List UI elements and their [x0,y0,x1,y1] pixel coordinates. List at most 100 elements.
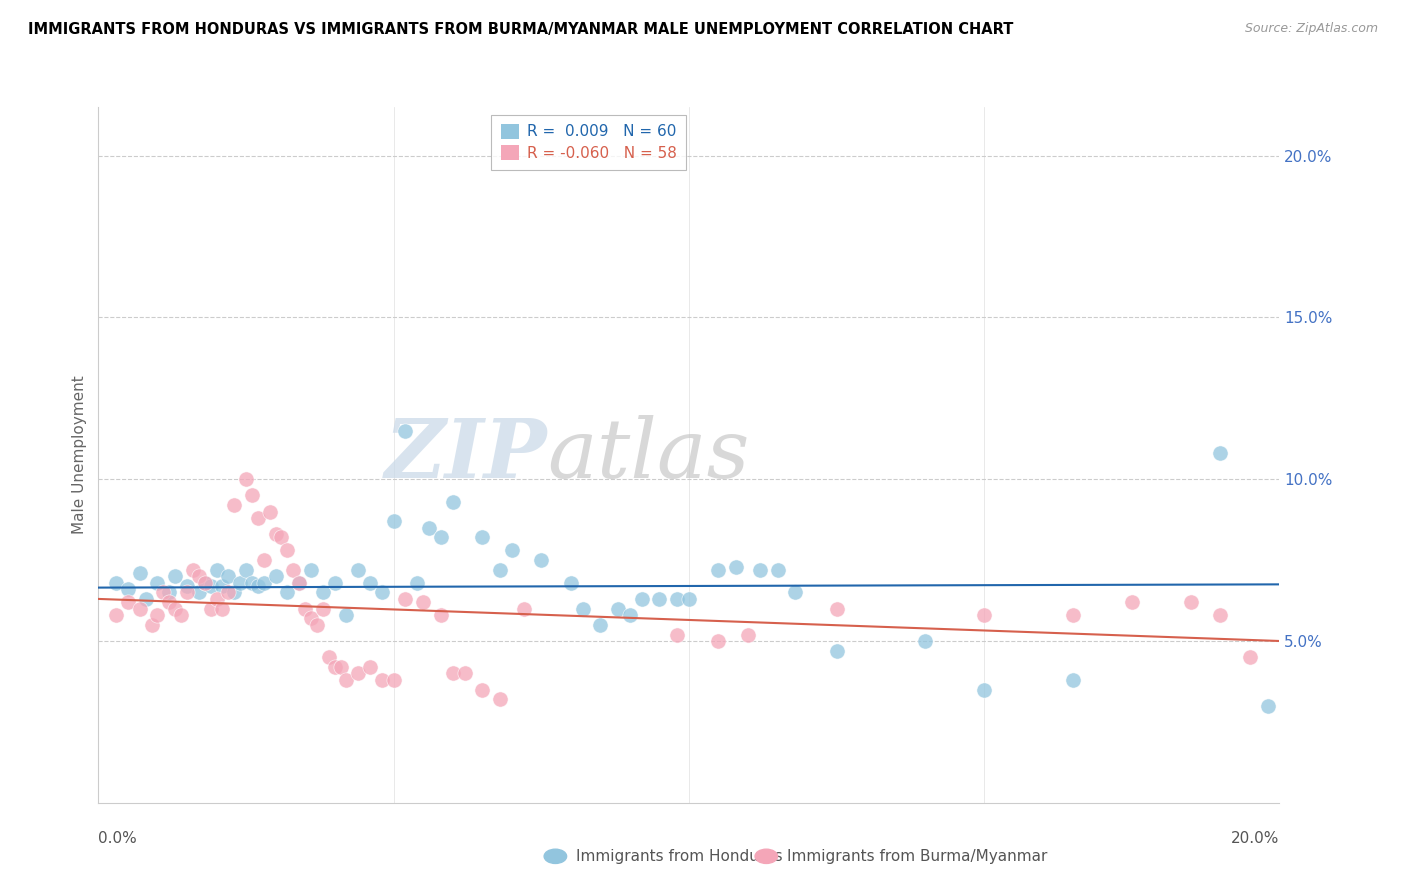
Point [105,575,128,590]
Point [224,585,246,599]
Point [170,608,193,623]
Point [1209,446,1232,460]
Text: 20.0%: 20.0% [1232,831,1279,846]
Point [359,660,381,674]
Point [489,563,512,577]
Point [187,585,209,599]
Point [152,585,174,599]
Point [973,608,995,623]
Point [666,591,689,606]
Point [264,527,287,541]
Point [825,601,848,615]
Point [146,608,169,623]
Point [1062,608,1084,623]
Point [560,575,582,590]
Point [246,579,269,593]
Point [914,634,936,648]
Point [294,601,316,615]
Point [240,488,263,502]
Point [471,531,494,545]
Point [766,563,789,577]
Point [1239,650,1261,665]
Point [105,608,128,623]
Point [211,601,233,615]
Y-axis label: Male Unemployment: Male Unemployment [72,376,87,534]
Point [318,650,340,665]
Point [141,617,163,632]
Point [707,563,730,577]
Point [165,601,187,615]
Point [181,563,204,577]
Point [707,634,730,648]
Point [489,692,512,706]
Point [288,575,311,590]
Point [589,617,612,632]
Point [406,575,429,590]
Point [619,608,641,623]
Point [157,585,180,599]
Point [441,666,464,681]
Point [973,682,995,697]
Point [725,559,748,574]
Point [430,608,453,623]
Point [128,601,150,615]
Point [240,575,263,590]
Point [412,595,434,609]
Point [264,569,287,583]
Point [512,601,534,615]
Point [146,575,169,590]
Point [329,660,352,674]
Point [205,591,228,606]
Point [323,660,346,674]
Point [335,608,357,623]
Point [253,553,276,567]
Point [224,498,246,512]
Point [229,575,252,590]
Point [288,575,311,590]
Point [157,595,180,609]
Point [194,575,217,590]
Point [299,563,322,577]
Point [117,595,139,609]
Point [276,585,298,599]
Point [312,585,335,599]
Point [630,591,652,606]
Point [453,666,475,681]
Point [270,531,292,545]
Point [235,472,257,486]
Point [418,521,440,535]
Point [382,514,405,528]
Point [648,591,671,606]
Point [135,591,157,606]
Point [607,601,630,615]
Point [205,563,228,577]
Text: Source: ZipAtlas.com: Source: ZipAtlas.com [1244,22,1378,36]
Point [305,617,328,632]
Point [335,673,357,687]
Point [235,563,257,577]
Text: Immigrants from Burma/Myanmar: Immigrants from Burma/Myanmar [787,849,1047,863]
Text: Immigrants from Honduras: Immigrants from Honduras [576,849,783,863]
Point [678,591,700,606]
Point [246,511,269,525]
Text: IMMIGRANTS FROM HONDURAS VS IMMIGRANTS FROM BURMA/MYANMAR MALE UNEMPLOYMENT CORR: IMMIGRANTS FROM HONDURAS VS IMMIGRANTS F… [28,22,1014,37]
Point [441,495,464,509]
Point [471,682,494,697]
Point [825,643,848,657]
Point [176,579,198,593]
Point [371,673,394,687]
Point [200,601,222,615]
Point [176,585,198,599]
Point [312,601,335,615]
Point [187,569,209,583]
Point [1257,698,1279,713]
Point [571,601,593,615]
Point [347,666,370,681]
Legend: R =  0.009   N = 60, R = -0.060   N = 58: R = 0.009 N = 60, R = -0.060 N = 58 [492,115,686,170]
Point [211,579,233,593]
Point [217,569,239,583]
Point [394,424,416,438]
Point [1062,673,1084,687]
Point [200,579,222,593]
Point [194,575,217,590]
